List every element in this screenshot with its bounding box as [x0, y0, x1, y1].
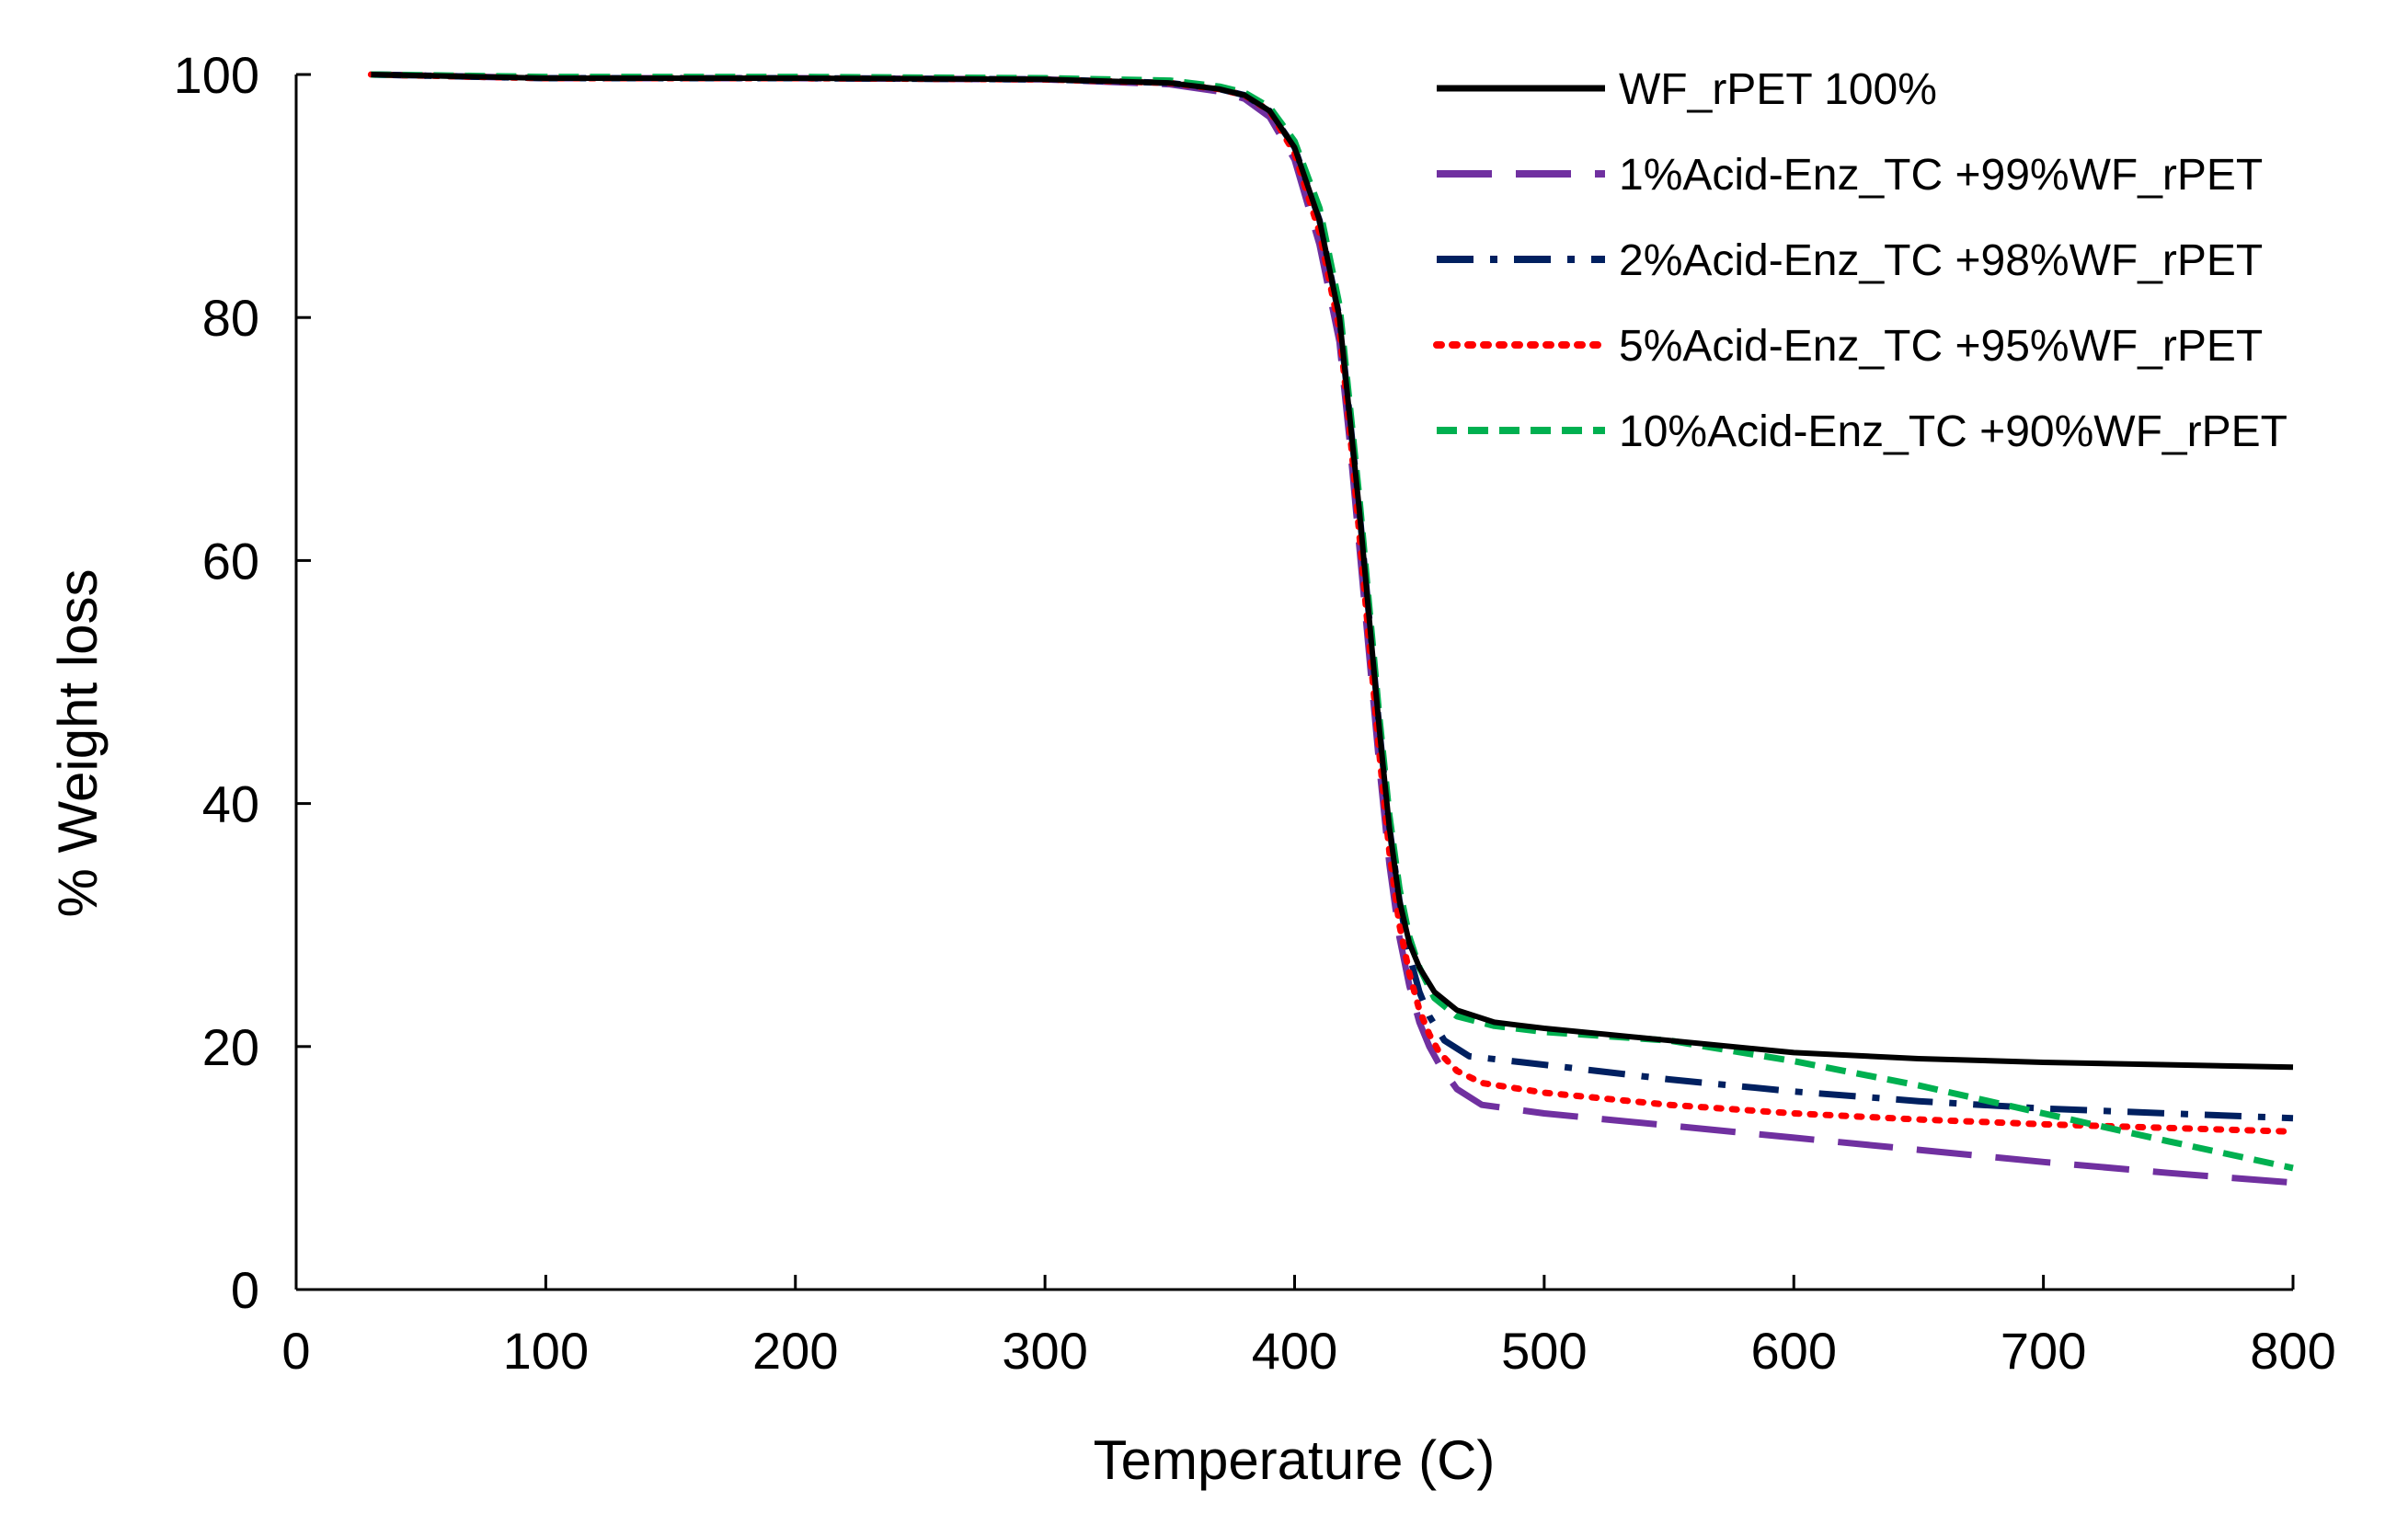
legend-label: 5%Acid-Enz_TC +95%WF_rPET	[1619, 322, 2263, 371]
x-tick-label: 0	[281, 1322, 310, 1380]
axes-layer: 0 100 200 300 400 500 600 700 800 0 20 40 60 80 100	[174, 46, 2336, 1380]
legend-label: 10%Acid-Enz_TC +90%WF_rPET	[1619, 407, 2288, 456]
y-tick-label: 20	[202, 1018, 259, 1076]
x-tick-label: 600	[1751, 1322, 1837, 1380]
series-line	[371, 72, 2294, 1071]
y-tick-label: 0	[231, 1261, 259, 1319]
legend: WF_rPET 100% 1%Acid-Enz_TC +99%WF_rPET 2%A…	[1433, 65, 2288, 456]
legend-label: 1%Acid-Enz_TC +99%WF_rPET	[1619, 151, 2263, 200]
y-tick-label: 100	[174, 46, 259, 104]
x-tick-label: 800	[2250, 1322, 2335, 1380]
x-tick-label: 200	[752, 1322, 838, 1380]
y-tick-label: 60	[202, 532, 259, 590]
x-tick-label: 300	[1002, 1322, 1087, 1380]
x-tick-label: 500	[1501, 1322, 1587, 1380]
x-tick-label: 100	[503, 1322, 589, 1380]
series-layer	[367, 71, 2297, 1187]
x-tick-label: 700	[2001, 1322, 2086, 1380]
legend-label: 2%Acid-Enz_TC +98%WF_rPET	[1619, 236, 2263, 285]
x-tick-label: 400	[1252, 1322, 1337, 1380]
y-axis-title: % Weight loss	[47, 568, 109, 917]
x-axis-title: Temperature (C)	[1094, 1429, 1496, 1491]
legend-label: WF_rPET 100%	[1619, 65, 1937, 114]
y-tick-label: 80	[202, 289, 259, 347]
y-tick-label: 40	[202, 775, 259, 833]
